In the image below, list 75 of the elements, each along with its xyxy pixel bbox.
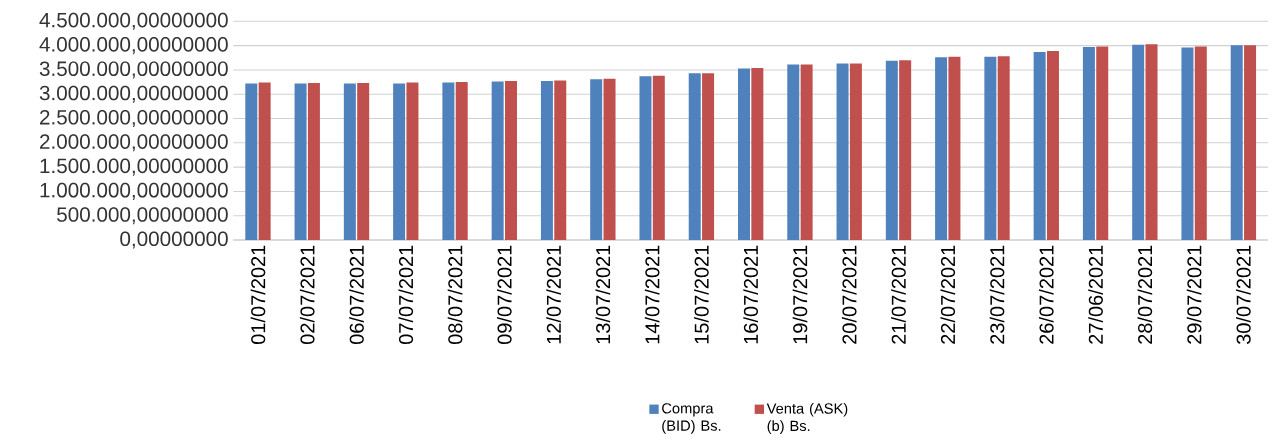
x-tick-label: 28/07/2021 [1137, 245, 1153, 344]
bar [1145, 44, 1158, 240]
bar [307, 83, 320, 240]
y-tick-label: 4.000.000,00000000 [39, 37, 228, 55]
bar [357, 83, 370, 240]
legend-label: Compra (BID) Bs. [662, 403, 721, 434]
y-tick-label: 4.500.000,00000000 [39, 12, 228, 30]
bar [787, 64, 800, 240]
x-tick-label: 01/07/2021 [250, 245, 266, 345]
bar [1132, 44, 1145, 240]
bar [899, 60, 912, 240]
bar [294, 83, 307, 240]
bar [738, 68, 751, 240]
bar [1033, 51, 1046, 240]
y-tick-label: 2.000.000,00000000 [40, 134, 228, 152]
bar [258, 82, 271, 240]
x-tick-label: 06/07/2021 [349, 245, 364, 345]
bar [603, 78, 616, 240]
bar [1082, 47, 1095, 240]
bar [406, 82, 419, 240]
bar [688, 73, 701, 240]
bar [935, 57, 948, 240]
bar [455, 82, 468, 240]
y-tick-label: 1.000.000,00000000 [40, 182, 228, 200]
bar [504, 81, 517, 240]
x-tick-label: 13/07/2021 [595, 245, 611, 344]
bar [800, 64, 813, 240]
legend-label: Venta (ASK) (b) Bs. [766, 402, 848, 434]
y-tick-label: 500.000,00000000 [57, 207, 228, 225]
bar [1244, 45, 1257, 240]
x-tick-label: 26/07/2021 [1038, 245, 1054, 344]
x-tick-label: 21/07/2021 [891, 245, 906, 344]
x-tick-label: 12/07/2021 [546, 245, 561, 344]
bar [554, 80, 567, 240]
bar [997, 56, 1010, 240]
bar [393, 83, 406, 240]
x-tick-label: 07/07/2021 [398, 245, 414, 345]
bar [1046, 50, 1059, 240]
bar [751, 67, 764, 240]
x-tick-label: 14/07/2021 [644, 245, 660, 344]
x-tick-label: 16/07/2021 [743, 245, 759, 344]
bar [343, 83, 356, 240]
x-tick-label: 08/07/2021 [447, 245, 463, 345]
bar [1096, 46, 1109, 240]
bar [540, 81, 553, 240]
y-tick-label: 0,00000000 [120, 231, 228, 249]
bar [1230, 45, 1243, 240]
bar [491, 81, 504, 240]
y-tick-label: 1.500.000,00000000 [40, 158, 228, 176]
bar [702, 73, 715, 240]
bar [849, 63, 862, 240]
bar [836, 63, 849, 240]
x-tick-label: 29/07/2021 [1186, 245, 1202, 344]
x-tick-label: 22/07/2021 [940, 245, 956, 344]
bar [984, 56, 997, 240]
bar [639, 76, 652, 240]
bar [442, 82, 455, 240]
x-tick-label: 30/07/2021 [1236, 245, 1251, 345]
y-tick-label: 3.500.000,00000000 [39, 61, 228, 79]
bar [1194, 46, 1207, 240]
x-tick-label: 02/07/2021 [299, 245, 315, 345]
bar [590, 79, 603, 240]
x-tick-label: 27/06/2021 [1088, 245, 1103, 344]
x-tick-label: 23/07/2021 [989, 245, 1005, 344]
x-tick-label: 09/07/2021 [496, 245, 512, 345]
bar [245, 83, 258, 240]
bar [885, 60, 898, 240]
x-tick-label: 15/07/2021 [694, 245, 709, 344]
x-tick-label: 19/07/2021 [792, 245, 808, 344]
bar [948, 56, 961, 240]
x-tick-label: 20/07/2021 [841, 245, 857, 344]
y-tick-label: 2.500.000,00000000 [40, 109, 228, 128]
bar [652, 75, 665, 240]
bar [1181, 47, 1194, 240]
y-tick-label: 3.000.000,00000000 [39, 85, 228, 103]
